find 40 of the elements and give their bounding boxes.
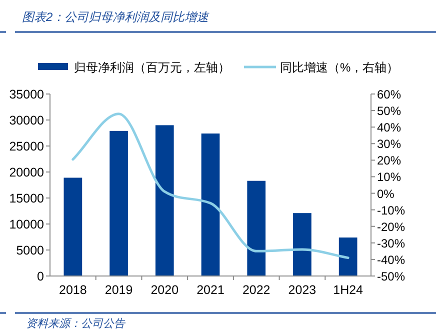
x-tick-label: 1H24	[333, 283, 364, 297]
y-tick-label: 0	[37, 270, 44, 284]
y2-tick-label: 60%	[377, 88, 402, 102]
x-tick-label: 2019	[104, 283, 133, 297]
legend-label: 同比增速（%，右轴）	[280, 60, 399, 74]
x-tick-label: 2020	[150, 283, 179, 297]
y-tick-label: 35000	[9, 88, 44, 102]
legend-label: 归母净利润（百万元，左轴）	[74, 60, 230, 74]
y-tick-label: 20000	[9, 166, 44, 180]
y2-tick-label: 10%	[377, 170, 402, 184]
y2-tick-label: -30%	[377, 236, 406, 250]
bar	[293, 213, 312, 276]
y2-tick-label: 20%	[377, 154, 402, 168]
y2-tick-label: 50%	[377, 104, 402, 118]
bar	[201, 134, 220, 276]
y2-tick-label: -50%	[377, 270, 406, 284]
y2-tick-label: 0%	[377, 186, 395, 201]
y-tick-label: 30000	[9, 114, 44, 128]
bar	[247, 180, 266, 276]
y-tick-label: 25000	[9, 140, 44, 154]
bar	[338, 238, 358, 276]
y-tick-label: 10000	[9, 218, 44, 232]
y2-tick-label: 40%	[377, 120, 402, 135]
y-tick-label: 15000	[9, 192, 44, 206]
y2-tick-label: -40%	[377, 252, 406, 267]
bar	[64, 178, 82, 276]
x-tick-label: 2021	[196, 283, 224, 297]
x-tick-label: 2023	[288, 283, 316, 297]
chart-title: 图表2：公司归母净利润及同比增速	[22, 10, 210, 24]
x-tick-label: 2018	[59, 283, 87, 297]
bar	[155, 125, 174, 276]
text: 资料来源：公司公告	[26, 317, 126, 330]
y2-tick-label: -20%	[377, 220, 406, 234]
x-tick-label: 2022	[242, 283, 270, 297]
y2-tick-label: -10%	[377, 203, 406, 218]
bar	[110, 130, 128, 276]
legend-归母净利润（百万元，左轴）: 归母净利润（百万元，左轴）	[38, 60, 230, 74]
legend-同比增速（%，右轴）: 同比增速（%，右轴）	[244, 60, 399, 74]
y-tick-label: 5000	[16, 244, 44, 258]
y2-tick-label: 30%	[377, 137, 402, 152]
